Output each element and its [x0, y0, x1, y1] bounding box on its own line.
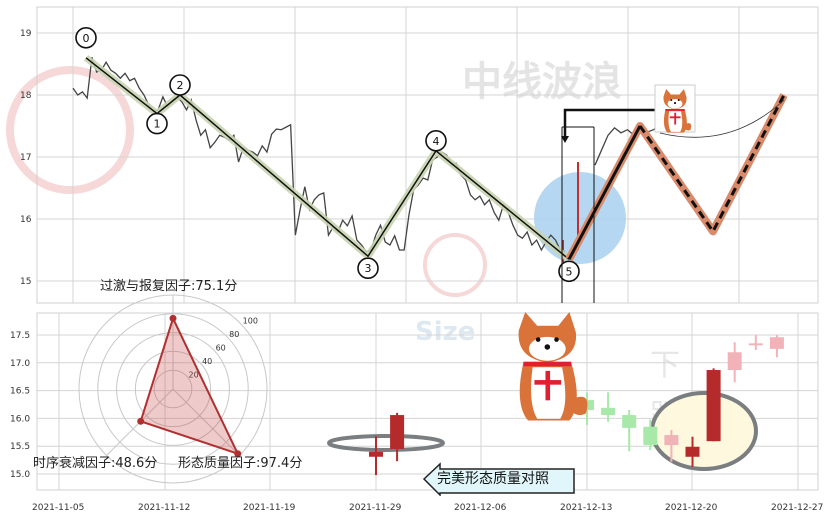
y-tick-label: 16	[20, 215, 32, 225]
dog-bone	[674, 112, 677, 125]
wave-point-label: 5	[566, 265, 573, 278]
radar-ring-label: 80	[229, 330, 239, 339]
wave-point-label: 2	[177, 79, 184, 92]
watermark-text: Size	[415, 317, 475, 347]
candle-body	[622, 415, 637, 428]
dog-tail	[684, 123, 692, 131]
dog-eye	[554, 337, 559, 342]
candle-body	[727, 352, 742, 371]
dog-eye	[535, 337, 541, 342]
radar-point	[234, 450, 242, 458]
dog-eye	[677, 99, 680, 102]
x-tick-label: 2021-11-19	[243, 503, 296, 513]
radar-ring-label: 100	[243, 316, 258, 325]
y-tick-label: 17.5	[10, 331, 30, 341]
x-tick-label: 2021-11-05	[32, 503, 84, 513]
projection-dashed-legs	[638, 94, 786, 235]
x-tick-label: 2021-11-12	[138, 503, 190, 513]
candle-body	[664, 435, 679, 446]
top-price-panel: 15 16 17 18 19 0 1 2 3 4 5	[20, 6, 819, 304]
candle-body	[390, 415, 405, 449]
radar-axis-label: 过激与报复因子:75.1分	[100, 279, 237, 294]
radar-area	[139, 315, 240, 456]
bottom-candle-panel: 2021-11-05 2021-11-12 2021-11-19 2021-11-29…	[10, 312, 823, 513]
wave-line	[85, 57, 570, 260]
candle-body	[769, 337, 784, 349]
dog-collar	[665, 108, 685, 111]
wave-point-label: 0	[83, 32, 90, 45]
dog-nose	[673, 101, 677, 105]
radar-point	[137, 417, 145, 425]
wave-point-label: 1	[154, 118, 161, 131]
price-line-recent	[594, 124, 661, 166]
y-tick-label: 19	[20, 29, 32, 39]
plot-frame	[36, 6, 819, 304]
projection-solid-leg	[567, 125, 642, 261]
dog-tail	[571, 396, 588, 416]
watermark-text: 中线波浪	[462, 59, 622, 105]
plot-frame	[36, 312, 819, 491]
candle-body	[601, 407, 616, 416]
left-arrow-icon	[422, 462, 575, 496]
radar-axis-label: 时序衰减因子:48.6分	[33, 455, 157, 471]
dog-bone	[545, 370, 551, 401]
wave-point-marker	[146, 112, 168, 135]
y-tick-label: 17.0	[10, 359, 30, 369]
shiba-dog-icon	[663, 89, 692, 133]
wave-point-marker	[169, 74, 191, 96]
dog-bone	[534, 380, 562, 385]
dog-eye	[670, 99, 673, 102]
y-tick-label: 17	[20, 153, 31, 163]
dog-nose	[544, 344, 551, 350]
watermark-logo	[423, 233, 487, 297]
highlight-ellipse	[650, 391, 758, 471]
x-tick-label: 2021-12-20	[665, 503, 718, 513]
candle-body	[369, 451, 383, 457]
candle-body	[748, 343, 763, 346]
radar-ring-label: 40	[202, 357, 212, 366]
dog-collar	[523, 361, 572, 367]
radar-axis-label: 形态质量因子:97.4分	[178, 456, 302, 471]
wave-point-marker	[425, 130, 447, 152]
y-tick-label: 15.5	[10, 442, 30, 452]
radar-axis	[172, 388, 240, 456]
watermark-text: 下	[650, 348, 680, 383]
x-tick-label: 2021-12-27	[771, 503, 823, 513]
candle-body	[685, 446, 700, 457]
y-tick-label: 18	[20, 91, 32, 101]
watermark-seal	[6, 66, 134, 194]
wave-point-marker	[357, 257, 379, 280]
callout-arrow-box	[422, 462, 575, 496]
x-tick-label: 2021-11-29	[349, 503, 402, 513]
candle-body	[643, 426, 658, 446]
highlight-ring	[327, 434, 445, 452]
dog-bone	[669, 116, 681, 119]
candle-body	[706, 370, 721, 442]
wave-point-label: 4	[433, 135, 440, 148]
dog-mascots	[518, 84, 696, 421]
radar-point	[169, 314, 177, 322]
y-tick-label: 16.0	[10, 414, 30, 424]
wave-point-label: 3	[365, 262, 372, 275]
radar-ring-label: 20	[189, 370, 199, 379]
callout-label: 完美形态质量对照	[437, 471, 549, 487]
y-tick-label: 16.5	[10, 387, 30, 397]
connector-curve	[659, 99, 785, 138]
bracket-line	[563, 108, 655, 138]
radar-ring-label: 60	[216, 343, 226, 352]
arrow-down-icon	[561, 136, 569, 143]
wave-point-marker	[75, 26, 97, 49]
shiba-dog-icon	[518, 312, 588, 421]
x-tick-label: 2021-12-13	[560, 503, 612, 513]
x-tick-label: 2021-12-06	[454, 503, 507, 513]
y-tick-label: 15	[20, 277, 31, 287]
y-tick-label: 15.0	[10, 470, 30, 480]
wave-point-marker	[558, 260, 580, 283]
